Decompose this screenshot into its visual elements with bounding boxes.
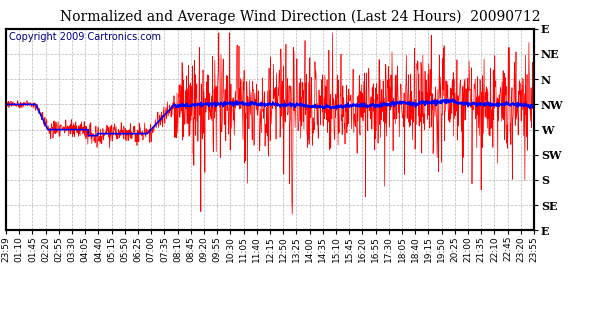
- Text: Normalized and Average Wind Direction (Last 24 Hours)  20090712: Normalized and Average Wind Direction (L…: [60, 10, 540, 24]
- Text: Copyright 2009 Cartronics.com: Copyright 2009 Cartronics.com: [8, 32, 161, 42]
